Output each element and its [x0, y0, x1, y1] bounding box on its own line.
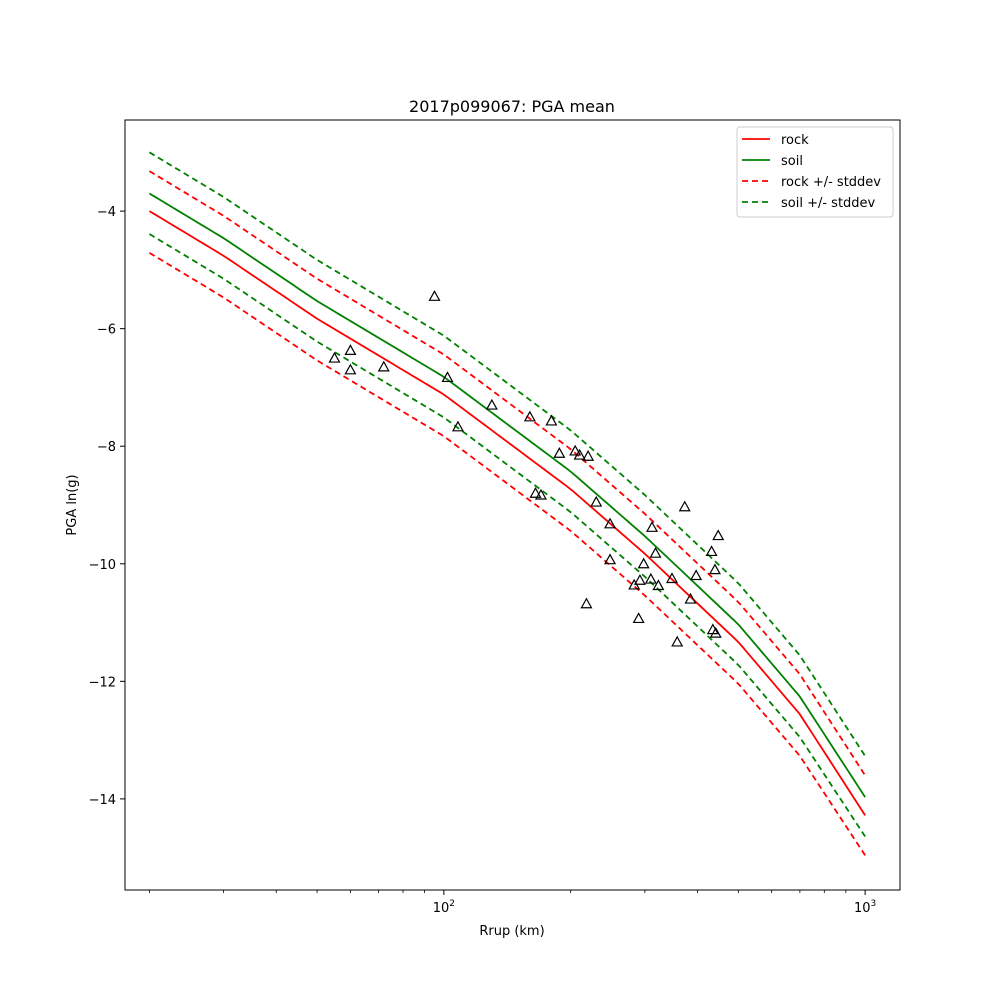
observation-marker [690, 569, 703, 581]
observation-marker [671, 635, 684, 647]
y-tick-label: −4 [97, 205, 116, 220]
observation-marker [580, 597, 593, 609]
observation-marker [604, 517, 617, 529]
observation-marker [485, 398, 498, 410]
observation-marker [344, 363, 357, 375]
observation-marker [523, 410, 536, 422]
observation-marker [529, 487, 542, 498]
observation-marker [451, 420, 464, 432]
observation-marker [708, 563, 721, 575]
series-line-soil-1 [148, 192, 866, 798]
y-tick-label: −10 [89, 558, 116, 573]
observation-marker [652, 579, 665, 591]
y-axis-label: PGA ln(g) [65, 474, 80, 535]
observation-marker [633, 574, 646, 585]
series-line-soil-stddev-4 [148, 151, 866, 757]
series-line-band-5 [148, 233, 866, 838]
observation-marker [637, 557, 650, 569]
observation-marker [553, 447, 566, 458]
observation-marker [709, 626, 722, 638]
observation-marker [590, 495, 603, 507]
observation-marker [582, 449, 595, 461]
x-axis-label: Rrup (km) [479, 924, 544, 939]
observation-marker [649, 546, 662, 558]
observation-marker [328, 351, 341, 363]
observation-marker [428, 290, 441, 301]
series-line-rock-stddev-2 [148, 170, 866, 776]
observation-marker [712, 529, 725, 541]
observation-marker [377, 360, 390, 372]
observation-marker [632, 612, 645, 624]
y-tick-label: −12 [89, 675, 116, 690]
legend-box [736, 126, 894, 218]
legend-label: rock +/- stddev [781, 175, 881, 190]
legend-label: soil [781, 154, 803, 169]
legend-label: rock [781, 133, 809, 148]
observation-marker [665, 572, 679, 584]
observation-marker [646, 521, 659, 532]
observation-marker [344, 344, 357, 356]
observation-marker [705, 545, 718, 557]
observation-marker [441, 371, 454, 383]
observation-marker [604, 553, 617, 565]
y-tick-label: −14 [89, 793, 116, 808]
observation-marker [534, 488, 547, 500]
observation-marker [545, 414, 558, 426]
x-tick-label: 102 [433, 899, 455, 916]
observation-marker [684, 592, 697, 604]
legend-label: soil +/- stddev [781, 196, 876, 211]
observation-marker [573, 448, 586, 460]
series-line-band-3 [148, 252, 866, 856]
observation-marker [644, 572, 657, 584]
series-line-rock-0 [148, 210, 866, 816]
y-tick-label: −6 [97, 323, 116, 338]
x-tick-label: 103 [854, 899, 876, 916]
observation-markers [328, 290, 725, 647]
observation-marker [569, 444, 582, 456]
y-tick-label: −8 [97, 440, 116, 455]
observation-marker [678, 500, 691, 512]
plot-frame [124, 119, 901, 891]
series-group [148, 151, 866, 856]
chart-title: 2017p099067: PGA mean [409, 97, 615, 116]
